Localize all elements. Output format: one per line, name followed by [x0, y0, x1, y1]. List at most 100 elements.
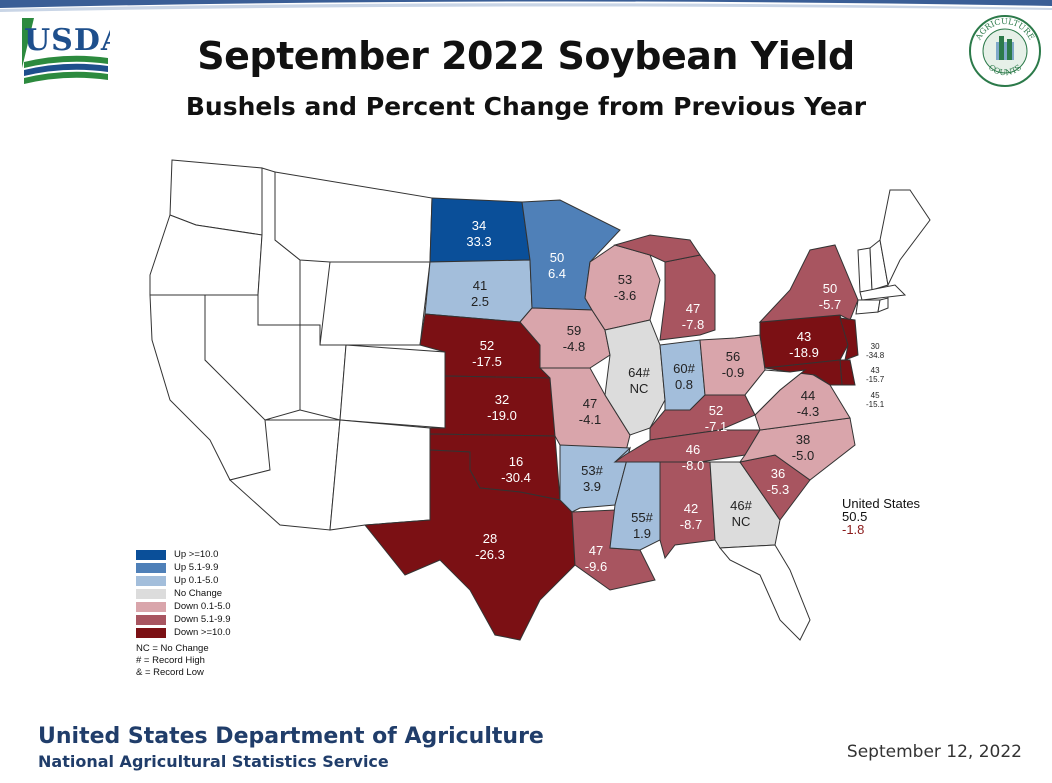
legend-swatch [136, 562, 166, 573]
state-IA-yield: 59 [567, 323, 581, 338]
state-labels: 3433.3506.4412.552-17.532-19.016-30.428-… [466, 218, 841, 574]
state-MD-change: -15.1 [866, 400, 885, 409]
state-NY-yield: 50 [823, 281, 837, 296]
state-DE-yield: 43 [870, 366, 880, 375]
state-OH-change: -0.9 [722, 365, 744, 380]
state-DE-change: -15.7 [866, 375, 885, 384]
state-FL [718, 544, 811, 641]
state-NC-change: -5.0 [792, 448, 814, 463]
state-TX [364, 449, 576, 641]
legend-item: Down >=10.0 [136, 626, 231, 639]
state-GA-change: NC [732, 514, 751, 529]
state-NJ-change: -34.8 [866, 351, 885, 360]
legend-item: Up 0.1-5.0 [136, 574, 231, 587]
state-MS-change: 1.9 [633, 526, 651, 541]
state-DE-label: 43 -15.7 [866, 366, 884, 384]
counts-logo-bottom-text: COUNTS [987, 63, 1023, 78]
us-total-label: United States [842, 496, 921, 511]
legend-label: Up 0.1-5.0 [174, 575, 219, 586]
legend-note-record-high: # = Record High [136, 655, 205, 666]
state-SD-change: 2.5 [471, 294, 489, 309]
map-legend: Up >=10.0 Up 5.1-9.9 Up 0.1-5.0 No Change Do… [136, 548, 231, 639]
legend-item: No Change [136, 587, 231, 600]
state-MD-label: 45 -15.1 [866, 391, 884, 409]
legend-label: Down >=10.0 [174, 627, 231, 638]
legend-notes: NC = No Change # = Record High & = Recor… [136, 643, 209, 679]
state-NE-yield: 52 [480, 338, 494, 353]
state-AL-yield: 42 [684, 501, 698, 516]
state-KS [429, 375, 556, 437]
legend-label: Down 0.1-5.0 [174, 601, 231, 612]
state-SC-yield: 36 [771, 466, 785, 481]
legend-item: Up >=10.0 [136, 548, 231, 561]
state-NJ-label: 30 -34.8 [866, 342, 884, 360]
state-MI-UP [613, 234, 701, 263]
footer-sub: National Agricultural Statistics Service [38, 752, 389, 771]
page-title: September 2022 Soybean Yield [197, 34, 855, 78]
state-KS-change: -19.0 [487, 408, 517, 423]
state-MN-change: 6.4 [548, 266, 566, 281]
state-MN-yield: 50 [550, 250, 564, 265]
state-ND-change: 33.3 [466, 234, 491, 249]
legend-swatch [136, 614, 166, 625]
legend-label: Down 5.1-9.9 [174, 614, 231, 625]
header-stripe [0, 0, 1052, 12]
state-AL-change: -8.7 [680, 517, 702, 532]
agriculture-counts-logo: AGRICULTURE COUNTS [968, 14, 1042, 88]
state-NC-yield: 38 [796, 432, 810, 447]
state-WY [319, 261, 431, 346]
legend-swatch [136, 549, 166, 560]
soybean-states [364, 197, 859, 641]
state-WI-yield: 53 [618, 272, 632, 287]
state-TN-change: -8.0 [682, 458, 704, 473]
state-NM [329, 419, 431, 531]
state-NJ [839, 317, 859, 361]
state-RI [877, 297, 889, 313]
state-OK-yield: 16 [509, 454, 523, 469]
state-AR-yield: 53# [581, 463, 603, 478]
state-IL-change: NC [630, 381, 649, 396]
state-LA-yield: 47 [589, 543, 603, 558]
state-NY-change: -5.7 [819, 297, 841, 312]
state-OK-change: -30.4 [501, 470, 531, 485]
state-OH-yield: 56 [726, 349, 740, 364]
state-MA [859, 284, 907, 301]
state-MI [659, 254, 716, 341]
legend-label: No Change [174, 588, 223, 599]
footer-date: September 12, 2022 [846, 742, 1022, 762]
western-states [149, 159, 446, 531]
legend-swatch [136, 601, 166, 612]
svg-text:COUNTS: COUNTS [987, 63, 1023, 78]
state-GA-yield: 46# [730, 498, 752, 513]
state-ME [879, 189, 931, 287]
state-TN-yield: 46 [686, 442, 700, 457]
footer-org: United States Department of Agriculture [38, 724, 544, 749]
state-IN-change: 0.8 [675, 377, 693, 392]
legend-swatch [136, 627, 166, 638]
page-subtitle: Bushels and Percent Change from Previous… [185, 92, 867, 121]
state-NJ-yield: 30 [870, 342, 880, 351]
state-MI-change: -7.8 [682, 317, 704, 332]
legend-note-record-low: & = Record Low [136, 667, 204, 678]
state-ND-yield: 34 [472, 218, 486, 233]
state-SC-change: -5.3 [767, 482, 789, 497]
state-MI-yield: 47 [686, 301, 700, 316]
legend-item: Down 0.1-5.0 [136, 600, 231, 613]
legend-swatch [136, 575, 166, 586]
state-NY [758, 244, 859, 323]
us-total-change: -1.8 [842, 522, 865, 537]
state-KY-yield: 52 [709, 403, 723, 418]
state-TX-yield: 28 [483, 531, 497, 546]
state-WV [744, 369, 807, 416]
state-SD-yield: 41 [473, 278, 487, 293]
eastern-states [718, 189, 931, 641]
state-DE [839, 359, 856, 386]
us-total: United States 50.5 -1.8 [842, 497, 920, 536]
state-IN-yield: 60# [673, 361, 695, 376]
state-KS-yield: 32 [495, 392, 509, 407]
state-LA-change: -9.6 [585, 559, 607, 574]
state-PA-change: -18.9 [789, 345, 819, 360]
legend-label: Up >=10.0 [174, 549, 219, 560]
